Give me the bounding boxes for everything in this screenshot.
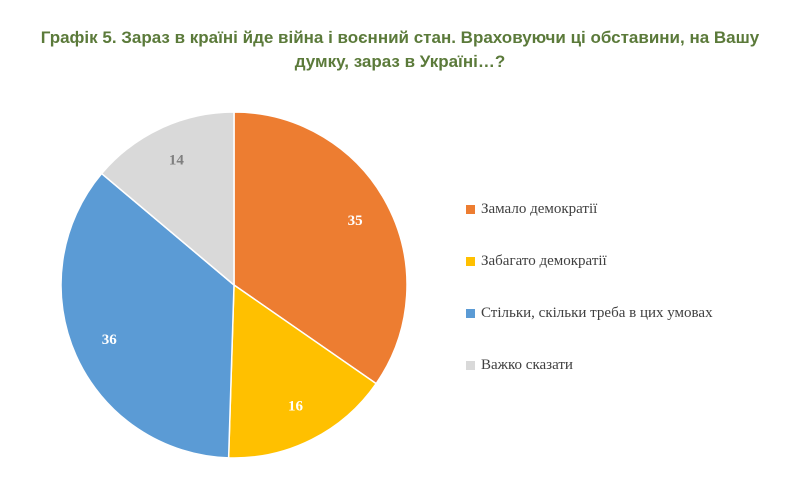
legend-item-too-much-democracy: Забагато демократії bbox=[466, 248, 713, 274]
slice-label-too-much-democracy: 16 bbox=[288, 398, 304, 414]
legend-item-too-little-democracy: Замало демократії bbox=[466, 196, 713, 222]
chart-title: Графік 5. Зараз в країні йде війна і воє… bbox=[40, 28, 760, 71]
legend-label: Важко сказати bbox=[481, 356, 573, 373]
legend-swatch bbox=[466, 308, 475, 318]
legend-item-hard-to-say: Важко сказати bbox=[466, 352, 713, 378]
slice-too-little-democracy bbox=[233, 111, 408, 385]
slice-label-as-much-as-needed: 36 bbox=[102, 332, 118, 348]
slice-label-hard-to-say: 14 bbox=[169, 153, 185, 169]
legend: Замало демократії Забагато демократії Ст… bbox=[466, 196, 713, 404]
legend-swatch bbox=[466, 256, 475, 266]
legend-label: Забагато демократії bbox=[481, 252, 607, 269]
slice-as-much-as-needed bbox=[60, 172, 235, 459]
legend-swatch bbox=[466, 204, 475, 214]
slice-label-too-little-democracy: 35 bbox=[348, 213, 363, 229]
legend-label: Стільки, скільки треба в цих умовах bbox=[481, 304, 713, 321]
legend-swatch bbox=[466, 360, 475, 370]
slice-too-much-democracy bbox=[227, 283, 378, 459]
slice-hard-to-say bbox=[100, 111, 235, 287]
legend-label: Замало демократії bbox=[481, 200, 598, 217]
legend-item-as-much-as-needed: Стільки, скільки треба в цих умовах bbox=[466, 300, 713, 326]
